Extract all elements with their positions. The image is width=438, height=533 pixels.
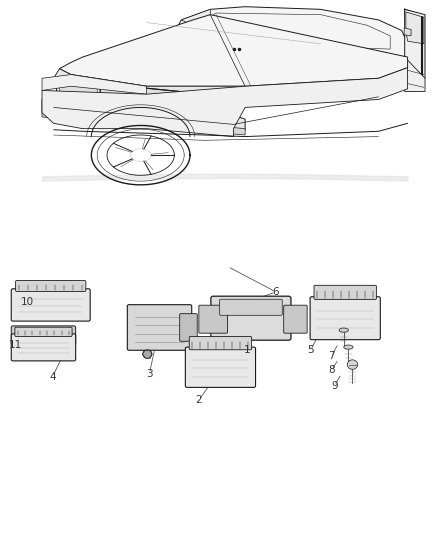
Polygon shape bbox=[60, 14, 408, 86]
Ellipse shape bbox=[339, 328, 348, 332]
Text: 2: 2 bbox=[195, 395, 202, 405]
FancyBboxPatch shape bbox=[15, 327, 72, 336]
Bar bbox=[57, 342, 61, 349]
Text: 3: 3 bbox=[146, 369, 153, 378]
Text: 4: 4 bbox=[49, 372, 56, 382]
FancyBboxPatch shape bbox=[16, 280, 86, 292]
Polygon shape bbox=[162, 99, 169, 113]
FancyBboxPatch shape bbox=[185, 347, 255, 387]
Polygon shape bbox=[42, 75, 146, 94]
Bar bbox=[67, 342, 71, 349]
Text: 8: 8 bbox=[328, 365, 335, 375]
Polygon shape bbox=[100, 84, 233, 115]
Text: 11: 11 bbox=[9, 340, 22, 350]
Ellipse shape bbox=[190, 116, 208, 122]
Ellipse shape bbox=[344, 345, 353, 349]
Polygon shape bbox=[406, 12, 424, 44]
FancyBboxPatch shape bbox=[189, 336, 252, 350]
Text: 5: 5 bbox=[307, 345, 314, 356]
Ellipse shape bbox=[60, 106, 77, 112]
Bar bbox=[290, 318, 296, 326]
Bar bbox=[36, 342, 41, 349]
Polygon shape bbox=[42, 100, 245, 130]
Bar bbox=[46, 342, 51, 349]
Text: 7: 7 bbox=[328, 351, 335, 361]
Polygon shape bbox=[405, 10, 425, 78]
Polygon shape bbox=[57, 82, 100, 99]
Polygon shape bbox=[176, 7, 408, 57]
Polygon shape bbox=[112, 99, 119, 113]
Polygon shape bbox=[179, 99, 186, 113]
Bar bbox=[26, 342, 30, 349]
Polygon shape bbox=[145, 99, 152, 113]
FancyBboxPatch shape bbox=[314, 285, 376, 300]
Text: 10: 10 bbox=[21, 297, 34, 307]
FancyBboxPatch shape bbox=[211, 296, 291, 340]
Polygon shape bbox=[404, 28, 411, 36]
FancyBboxPatch shape bbox=[11, 334, 76, 361]
FancyBboxPatch shape bbox=[310, 297, 380, 340]
Text: 9: 9 bbox=[331, 381, 338, 391]
FancyBboxPatch shape bbox=[127, 305, 192, 350]
Polygon shape bbox=[196, 99, 203, 113]
Polygon shape bbox=[42, 68, 408, 136]
FancyBboxPatch shape bbox=[11, 326, 76, 345]
Polygon shape bbox=[53, 69, 245, 97]
Polygon shape bbox=[128, 99, 135, 113]
FancyBboxPatch shape bbox=[284, 305, 307, 333]
Polygon shape bbox=[181, 10, 210, 25]
FancyBboxPatch shape bbox=[199, 305, 228, 333]
Text: 1: 1 bbox=[244, 345, 250, 356]
Bar bbox=[206, 318, 212, 326]
FancyBboxPatch shape bbox=[219, 299, 282, 316]
Circle shape bbox=[143, 350, 152, 358]
FancyBboxPatch shape bbox=[11, 289, 90, 321]
Text: 6: 6 bbox=[272, 287, 279, 297]
Circle shape bbox=[347, 360, 358, 369]
Polygon shape bbox=[60, 84, 97, 97]
Polygon shape bbox=[212, 99, 219, 113]
FancyBboxPatch shape bbox=[180, 314, 197, 341]
Bar bbox=[15, 342, 20, 349]
Polygon shape bbox=[405, 57, 425, 92]
Polygon shape bbox=[42, 110, 245, 135]
